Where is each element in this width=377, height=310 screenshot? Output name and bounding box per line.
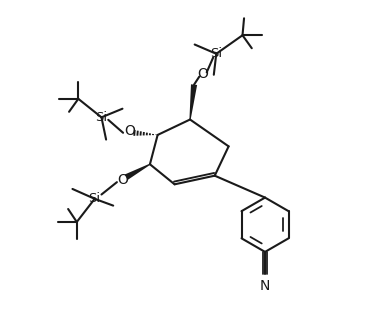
Text: O: O [198, 67, 208, 81]
Text: N: N [260, 279, 270, 293]
Polygon shape [125, 164, 150, 180]
Text: O: O [117, 173, 128, 187]
Text: O: O [124, 124, 135, 138]
Text: Si: Si [95, 111, 107, 124]
Text: Si: Si [210, 47, 222, 60]
Text: Si: Si [89, 192, 101, 205]
Polygon shape [189, 84, 197, 120]
